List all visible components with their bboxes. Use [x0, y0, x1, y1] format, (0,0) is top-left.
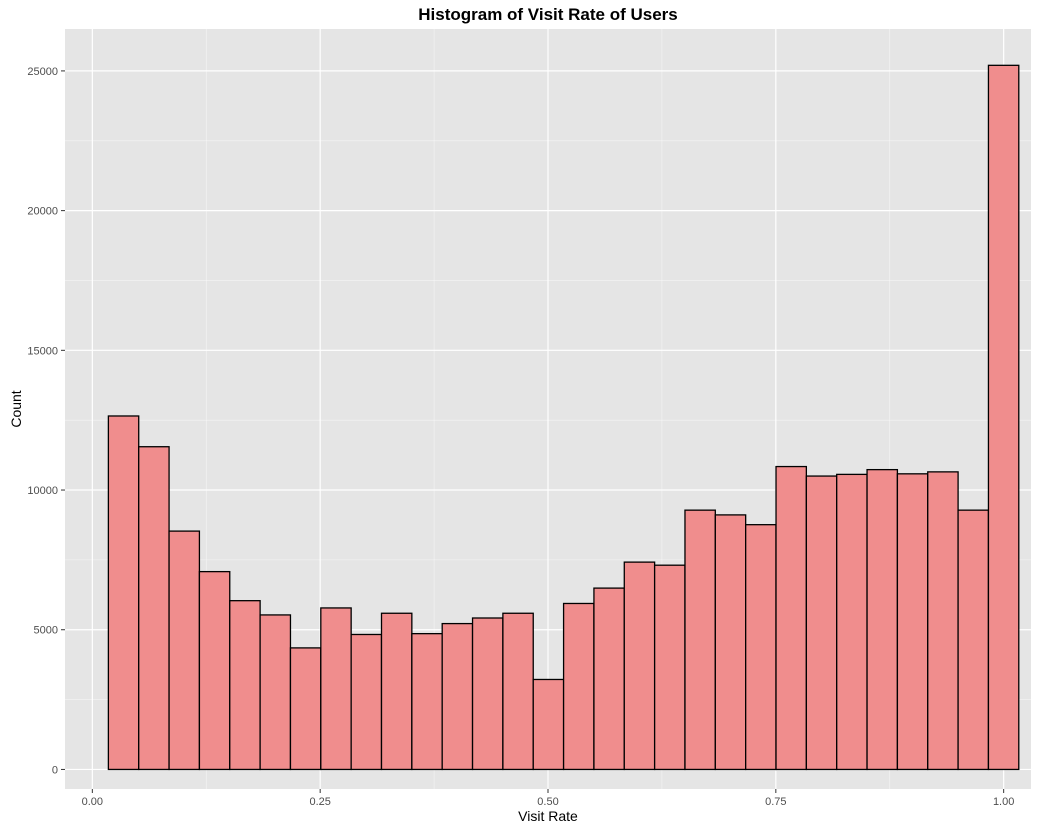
- y-tick-label: 15000: [27, 345, 58, 357]
- y-tick-label: 5000: [34, 625, 58, 637]
- histogram-bar: [259, 614, 292, 771]
- histogram-bars: [107, 64, 1020, 771]
- histogram-bar: [866, 468, 899, 771]
- histogram-bar: [714, 514, 747, 771]
- histogram-bar: [653, 564, 686, 771]
- histogram-bar: [320, 607, 352, 771]
- y-tick-label: 0: [52, 764, 58, 776]
- histogram-bar: [229, 600, 261, 771]
- x-tick-label: 0.50: [537, 796, 558, 808]
- histogram-bar: [562, 602, 595, 771]
- histogram-bar: [623, 561, 656, 771]
- histogram-bar: [471, 617, 504, 771]
- y-axis: 0 5000 10000 15000 20000 25000: [27, 66, 65, 776]
- chart-title: Histogram of Visit Rate of Users: [418, 5, 677, 24]
- histogram-bar: [198, 570, 231, 771]
- x-tick-label: 0.75: [765, 796, 786, 808]
- y-tick-label: 25000: [27, 66, 58, 78]
- y-axis-label: Count: [8, 390, 24, 427]
- histogram-bar: [411, 632, 443, 771]
- histogram-bar: [289, 647, 322, 771]
- histogram-bar: [775, 465, 808, 771]
- x-axis: 0.00 0.25 0.50 0.75 1.00: [82, 789, 1014, 808]
- histogram-bar: [927, 471, 959, 771]
- y-tick-label: 10000: [27, 485, 58, 497]
- histogram-bar: [836, 473, 868, 771]
- histogram-bar: [350, 633, 383, 771]
- histogram-bar: [896, 473, 929, 771]
- histogram-bar: [168, 530, 201, 771]
- histogram-bar: [745, 524, 777, 771]
- histogram-bar: [805, 475, 838, 771]
- y-tick-label: 20000: [27, 206, 58, 218]
- histogram-bar: [684, 509, 716, 771]
- x-tick-label: 0.25: [309, 796, 330, 808]
- histogram-bar: [441, 622, 474, 771]
- x-axis-label: Visit Rate: [518, 808, 578, 824]
- histogram-bar: [138, 446, 170, 771]
- histogram-bar: [593, 587, 625, 771]
- histogram-bar: [957, 509, 990, 771]
- x-tick-label: 0.00: [82, 796, 103, 808]
- histogram-bar: [380, 612, 413, 771]
- histogram-bar: [987, 64, 1020, 771]
- histogram-bar: [107, 415, 140, 771]
- x-tick-label: 1.00: [993, 796, 1014, 808]
- histogram-bar: [502, 612, 534, 771]
- histogram-bar: [532, 678, 565, 771]
